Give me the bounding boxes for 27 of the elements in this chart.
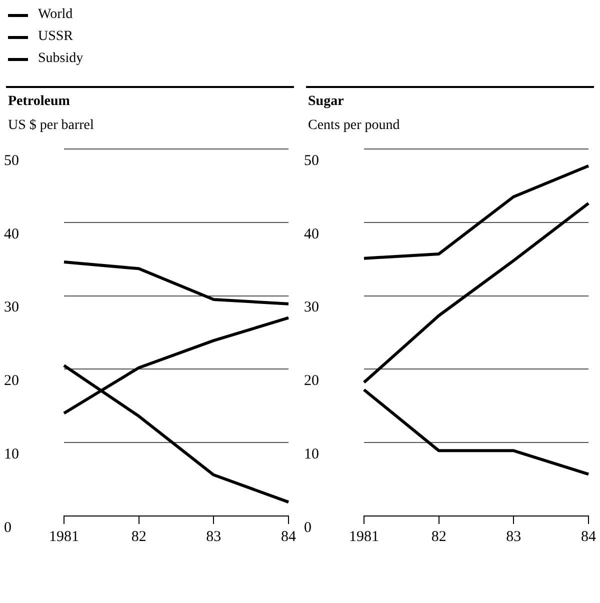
y-tick-label: 20 (4, 373, 19, 390)
x-tick-label: 83 (506, 528, 522, 545)
y-tick-label: 40 (304, 226, 319, 242)
x-tick-label: 1981 (49, 528, 79, 545)
legend-label: Subsidy (38, 51, 84, 67)
x-tick-label: 83 (206, 528, 222, 545)
chart-title: Sugar (308, 94, 345, 110)
legend-label: USSR (38, 29, 74, 45)
y-tick-label: 50 (4, 152, 19, 169)
y-tick-label: 30 (304, 300, 319, 316)
y-tick-label: 20 (304, 373, 319, 390)
y-axis-title: US $ per barrel (8, 118, 95, 134)
y-tick-label: 40 (4, 226, 19, 242)
y-axis-title: Cents per pound (308, 118, 401, 134)
x-tick-label: 84 (581, 528, 596, 545)
y-tick-label: 0 (304, 520, 312, 536)
y-tick-label: 10 (304, 446, 319, 463)
x-tick-label: 82 (131, 528, 146, 545)
legend-label: World (38, 7, 73, 23)
y-tick-label: 30 (4, 300, 19, 316)
x-tick-label: 1981 (349, 528, 379, 545)
y-tick-label: 10 (4, 446, 19, 463)
x-tick-label: 82 (431, 528, 446, 545)
chart-title: Petroleum (8, 94, 71, 110)
y-tick-label: 50 (304, 152, 319, 169)
y-tick-label: 0 (4, 520, 12, 536)
x-tick-label: 84 (281, 528, 296, 545)
